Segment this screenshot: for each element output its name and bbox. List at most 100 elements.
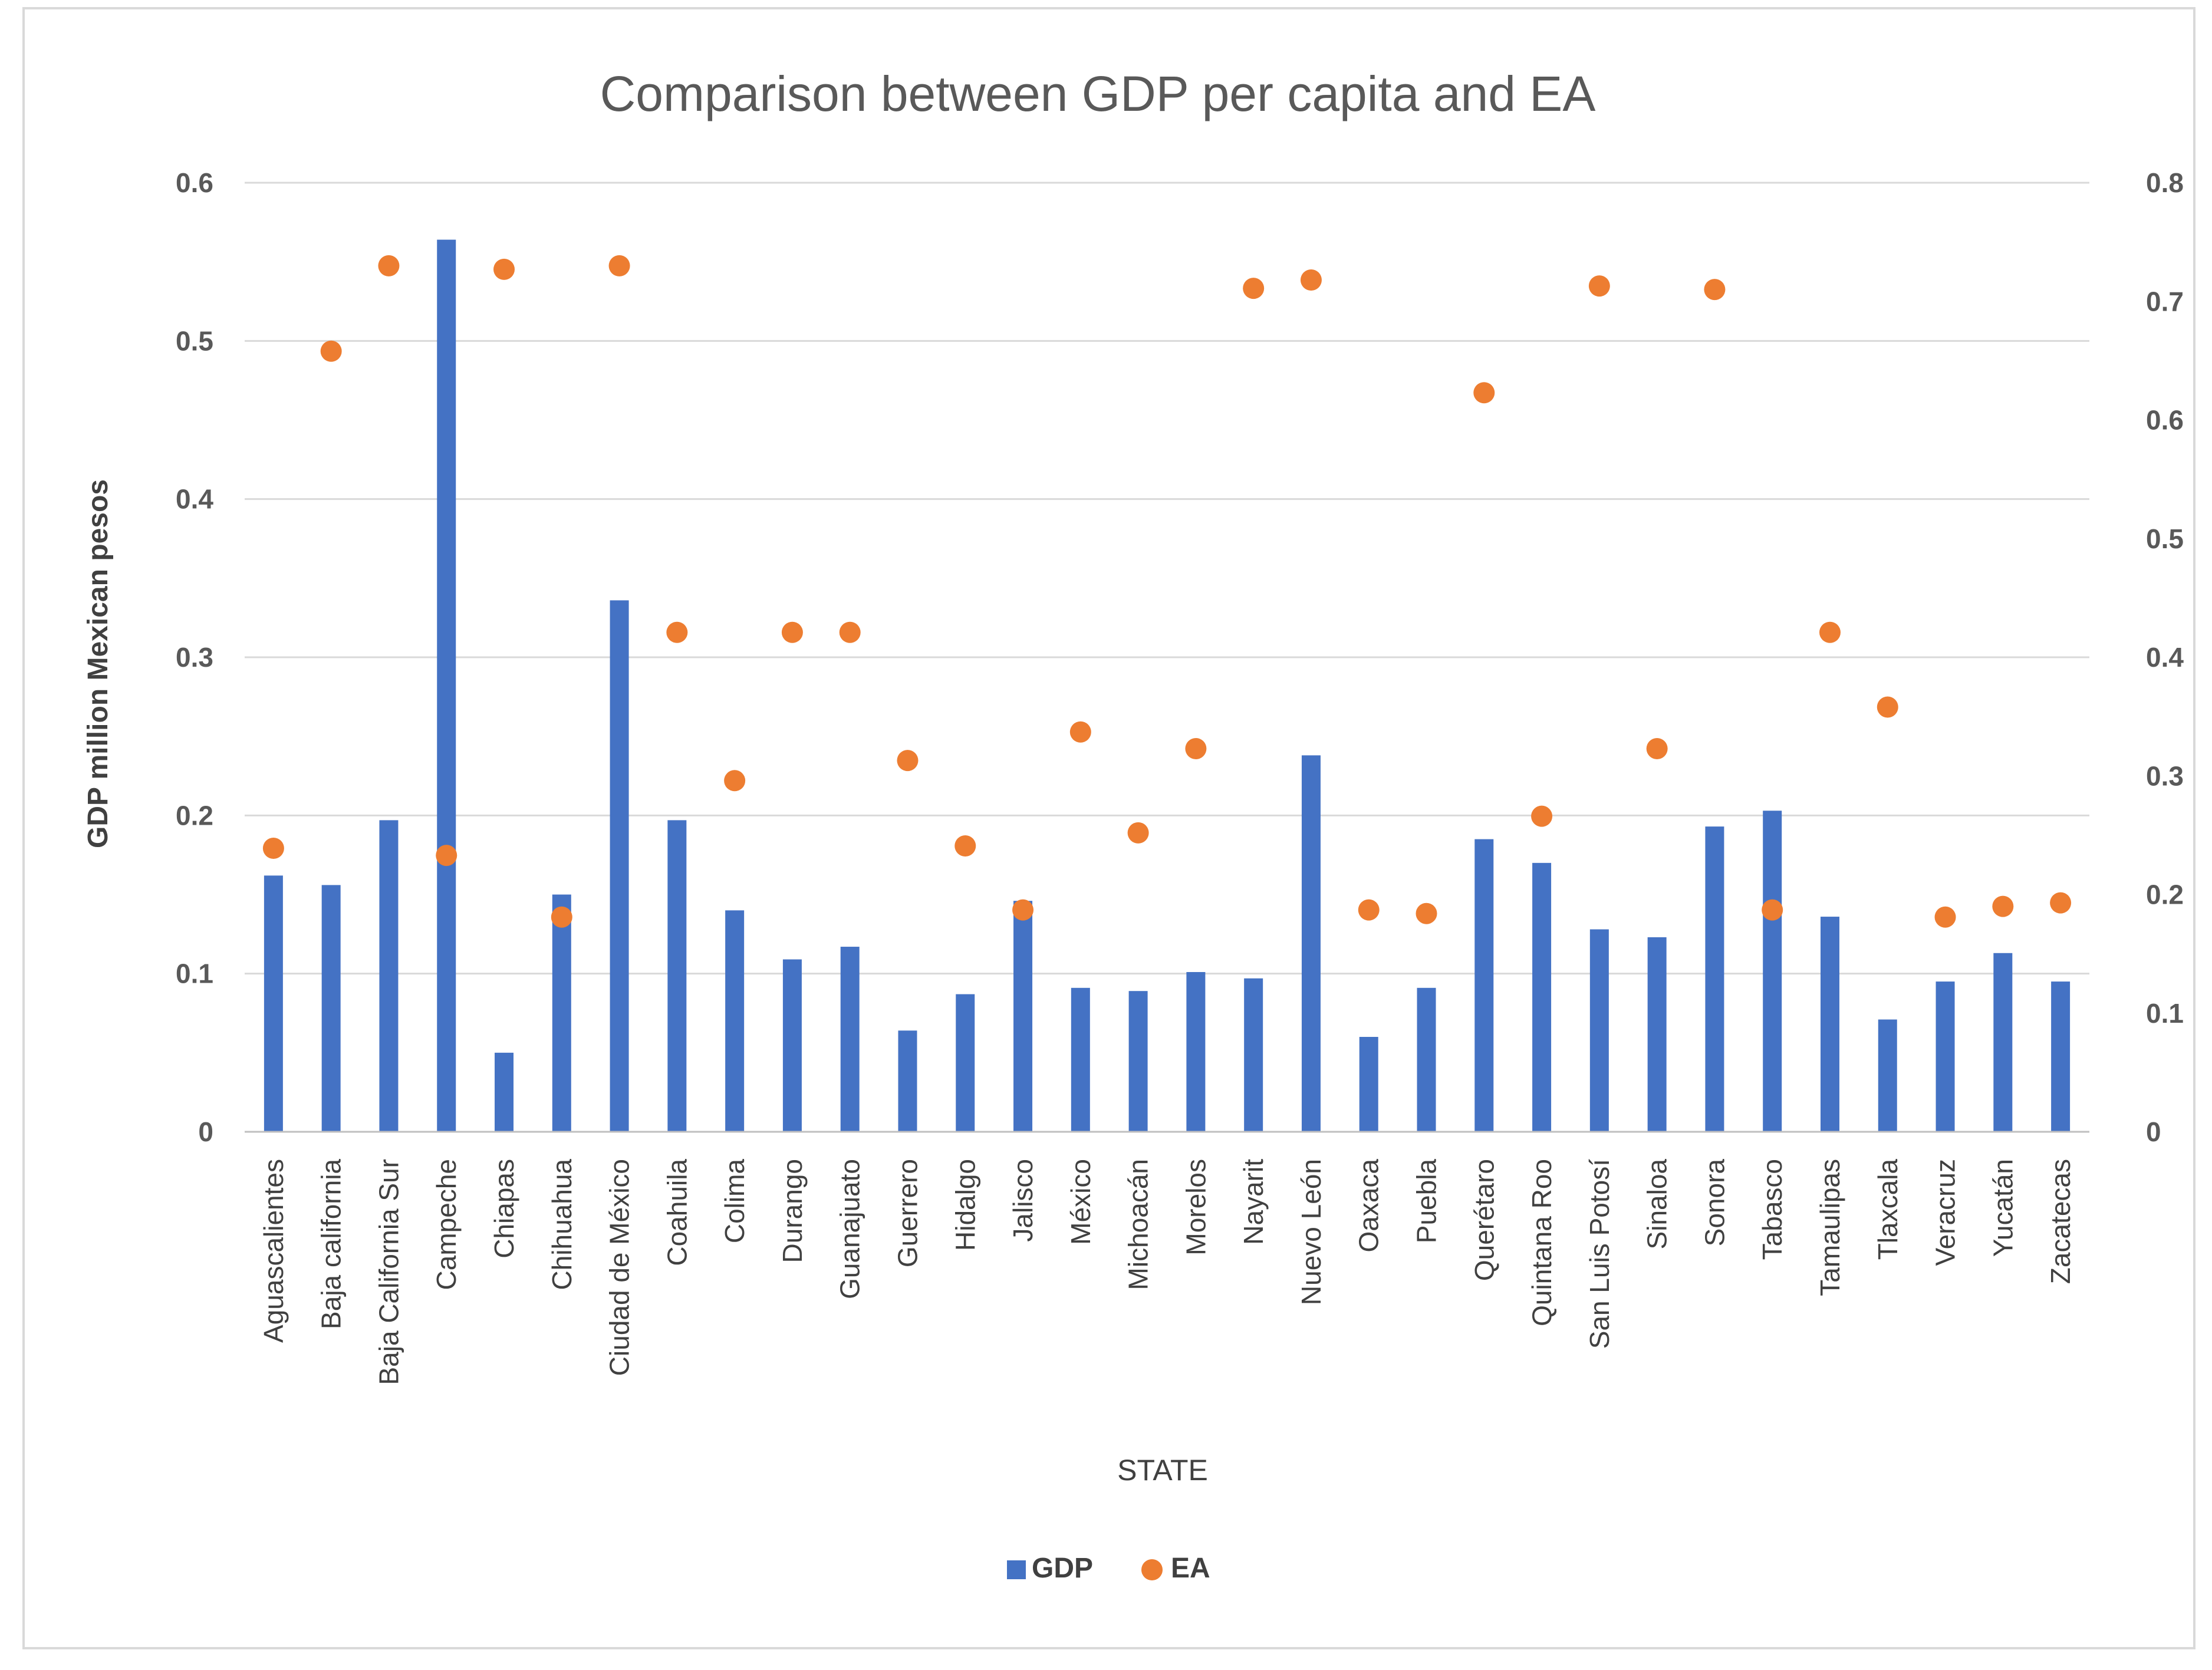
gdp-bar [667,820,687,1132]
gdp-bar [321,885,341,1132]
ea-point [839,621,861,643]
y2-tick-label: 0.7 [2146,286,2184,317]
ea-point [1416,902,1437,924]
gdp-bar [1763,811,1782,1132]
x-tick-label: Ciudad de México [604,1159,635,1376]
gdp-bar [1474,839,1494,1132]
ea-point [781,621,803,643]
ea-point [1127,822,1149,844]
ea-point [1646,737,1668,759]
x-tick-label: San Luis Potosí [1584,1159,1615,1349]
gdp-bar [1705,826,1724,1132]
axes: 0 0.1 0.2 0.3 0.4 0.5 0.6 0 0.1 0.2 0.3 0.4 0.5 0.6 0.… [176,167,2184,1385]
gdp-bar [725,910,745,1132]
x-tick-label: Tlaxcala [1872,1159,1903,1260]
gdp-bar [782,959,802,1132]
y-tick-label: 0.2 [176,800,213,831]
x-tick-label: Morelos [1180,1159,1211,1256]
gdp-bar [1647,937,1667,1132]
x-tick-label: Chiapas [489,1159,519,1259]
legend: GDP EA [1007,1553,1210,1584]
x-tick-label: Hidalgo [950,1159,980,1251]
x-tick-label: Nuevo León [1296,1159,1326,1305]
gdp-bar [1128,991,1148,1132]
x-tick-label: Baja California Sur [373,1159,404,1385]
y2-tick-label: 0.4 [2146,642,2184,673]
ea-point [436,845,457,867]
x-tick-label: Nayarit [1238,1159,1269,1245]
y2-tick-label: 0.5 [2146,523,2184,554]
gdp-bar [1071,987,1090,1132]
y-axis-label: GDP million Mexican pesos [83,479,114,848]
x-tick-label: Michoacán [1123,1159,1154,1290]
ea-point [1069,721,1091,743]
y2-tick-label: 0.1 [2146,998,2184,1029]
ea-point [1012,899,1034,921]
gdp-bar [1936,981,1955,1132]
ea-point [1877,696,1898,718]
legend-ea-label: EA [1171,1553,1210,1584]
ea-point [897,750,919,772]
x-tick-label: Chihuahua [547,1159,577,1290]
x-tick-label: Quintana Roo [1526,1159,1557,1326]
legend-ea-swatch [1141,1559,1163,1580]
x-tick-label: Guerrero [892,1159,923,1267]
ea-point [1762,899,1783,921]
ea-point [1300,269,1322,291]
x-tick-label: Guanajuato [835,1159,865,1299]
x-axis-label: STATE [1117,1454,1208,1487]
ea-point [724,770,746,792]
ea-point [1358,899,1380,921]
ea-point [493,258,515,280]
x-tick-label: Jalisco [1008,1159,1038,1242]
ea-point [608,255,630,276]
y-tick-label: 0 [198,1116,213,1147]
x-tick-label: Sinaloa [1642,1159,1673,1250]
x-tick-label: Querétaro [1469,1159,1499,1281]
gdp-bar [1417,987,1436,1132]
x-tick-label: Yucatán [1987,1159,2018,1257]
gdp-bar [956,994,975,1132]
ea-point [551,906,572,928]
y-tick-label: 0.6 [176,167,213,198]
x-tick-label: Tamaulipas [1815,1159,1845,1296]
x-tick-label: Sonora [1699,1159,1730,1247]
gdp-bar [1993,953,2013,1132]
gdp-bar [1878,1019,1897,1132]
gdp-bar [898,1030,917,1132]
x-tick-label: Campeche [431,1159,462,1290]
ea-point [666,621,688,643]
y2-tick-label: 0.3 [2146,760,2184,791]
y2-tick-label: 0.8 [2146,167,2184,198]
gdp-bar [379,820,399,1132]
ea-point [1531,805,1553,827]
x-tick-label: Veracruz [1930,1159,1961,1266]
combo-chart: Comparison between GDP per capita and EA… [83,66,2184,1584]
ea-point [1704,279,1726,301]
ea-point [1588,275,1610,297]
y-tick-label: 0.5 [176,325,213,356]
ea-point [1243,278,1265,299]
gdp-bars [264,239,2071,1132]
gdp-bar [1301,755,1321,1132]
x-tick-label: Oaxaca [1354,1159,1384,1253]
gridlines [245,182,2089,975]
ea-point [1185,737,1207,759]
ea-point [320,340,342,362]
gdp-bar [1359,1037,1378,1132]
x-tick-label: México [1065,1159,1096,1245]
gdp-bar [1532,862,1552,1132]
x-tick-label: Durango [777,1159,808,1263]
ea-point [2050,892,2072,914]
ea-point [1992,895,2014,917]
y-tick-label: 0.3 [176,642,213,673]
y2-tick-label: 0.2 [2146,880,2184,910]
y2-tick-label: 0.6 [2146,405,2184,436]
ea-point [1819,621,1841,643]
gdp-bar [1820,917,1839,1132]
gdp-bar [2051,981,2071,1132]
ea-points [262,255,2072,928]
gdp-bar [1589,929,1609,1132]
gdp-bar [552,894,571,1132]
y-tick-label: 0.1 [176,958,213,989]
